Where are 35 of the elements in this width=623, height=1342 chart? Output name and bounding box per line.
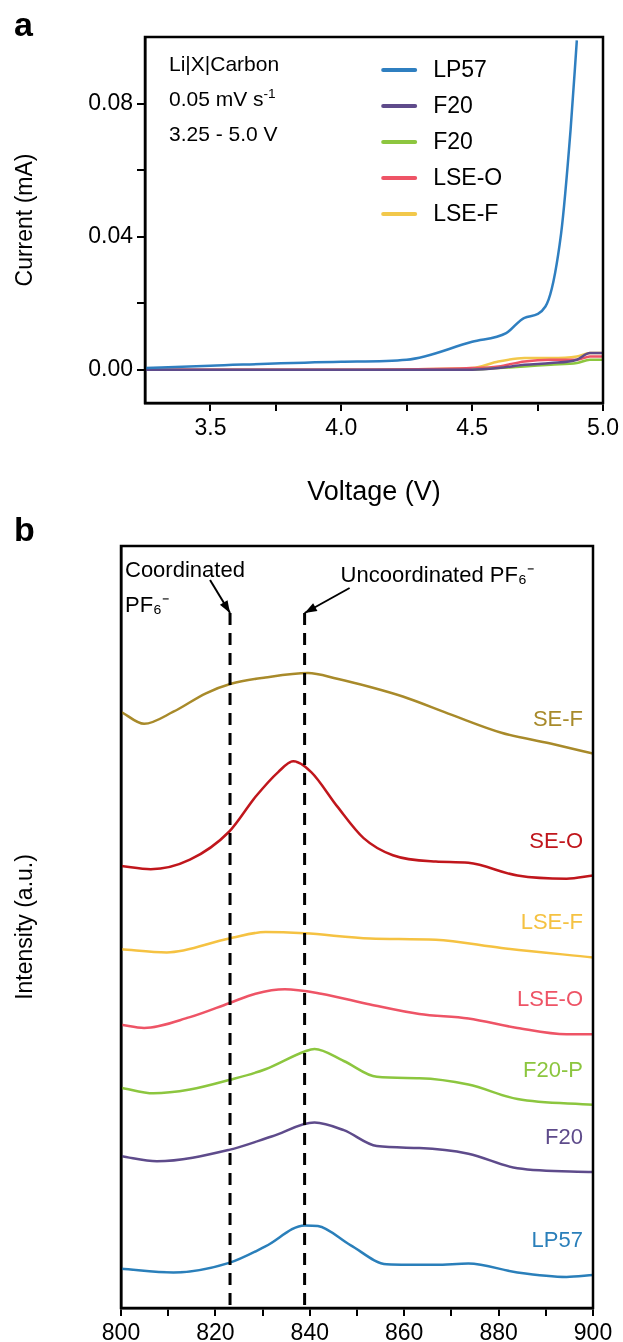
series-label: F20 — [545, 1124, 583, 1150]
series-label: LSE-F — [520, 909, 583, 935]
x-tick-label: 4.5 — [456, 414, 489, 441]
x-axis-title: Voltage (V) — [307, 476, 441, 507]
x-tick-label: 840 — [290, 1319, 329, 1342]
x-tick-label: 5.0 — [587, 414, 619, 441]
y-tick-label: 0.00 — [88, 355, 133, 382]
x-tick-label: 880 — [479, 1319, 518, 1342]
y-tick-label: 0.08 — [88, 88, 133, 115]
series-label: SE-O — [529, 827, 583, 853]
legend-label: LSE-O — [433, 164, 503, 191]
y-tick-label: 0.04 — [88, 221, 134, 248]
x-tick-label: 900 — [573, 1319, 613, 1342]
legend-label: F20 — [433, 128, 473, 155]
chart-title: b — [14, 510, 35, 548]
line-series — [145, 39, 579, 370]
series-label: F20-P — [523, 1056, 583, 1082]
chart-title: a — [14, 5, 34, 43]
series-label: SE-F — [532, 705, 583, 731]
ref-line-label: Coordinated PF₆⁻ — [125, 557, 245, 617]
x-tick-label: 3.5 — [194, 414, 227, 441]
x-tick-label: 820 — [196, 1319, 235, 1342]
x-tick-label: 860 — [385, 1319, 424, 1342]
y-axis-title: Intensity (a.u.) — [11, 854, 38, 1000]
legend-label: LSE-F — [433, 200, 499, 227]
ref-line-label: Uncoordinated PF₆⁻ — [340, 562, 534, 587]
annotation: Li|X|Carbon — [169, 52, 280, 75]
series-label: LSE-O — [516, 986, 583, 1012]
y-axis-title: Current (mA) — [11, 153, 38, 287]
annotation: 3.25 - 5.0 V — [169, 122, 278, 145]
x-tick-label: 4.0 — [325, 414, 358, 441]
x-tick-label: 800 — [101, 1319, 141, 1342]
legend-label: LP57 — [433, 56, 487, 83]
legend-label: F20 — [433, 92, 473, 119]
series-label: LP57 — [531, 1226, 583, 1252]
